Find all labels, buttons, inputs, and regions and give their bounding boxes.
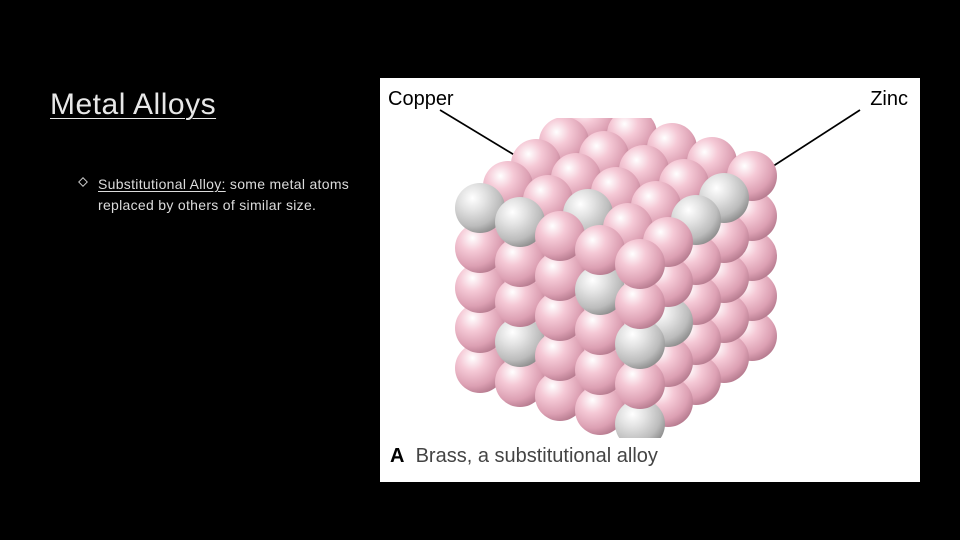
figure-caption: A Brass, a substitutional alloy	[390, 445, 658, 468]
diamond-bullet-icon	[78, 177, 88, 187]
bullet-text: Substitutional Alloy: some metal atoms r…	[98, 174, 358, 216]
alloy-lattice-diagram	[410, 118, 890, 438]
bullet-term: Substitutional Alloy:	[98, 176, 226, 192]
figure-panel: Copper Zinc A Brass, a substitutional al…	[380, 78, 920, 482]
bullet-item: Substitutional Alloy: some metal atoms r…	[78, 174, 358, 216]
caption-text: Brass, a substitutional alloy	[416, 445, 658, 467]
slide-title: Metal Alloys	[50, 88, 216, 122]
copper-atom	[615, 239, 665, 289]
caption-letter: A	[390, 445, 404, 467]
